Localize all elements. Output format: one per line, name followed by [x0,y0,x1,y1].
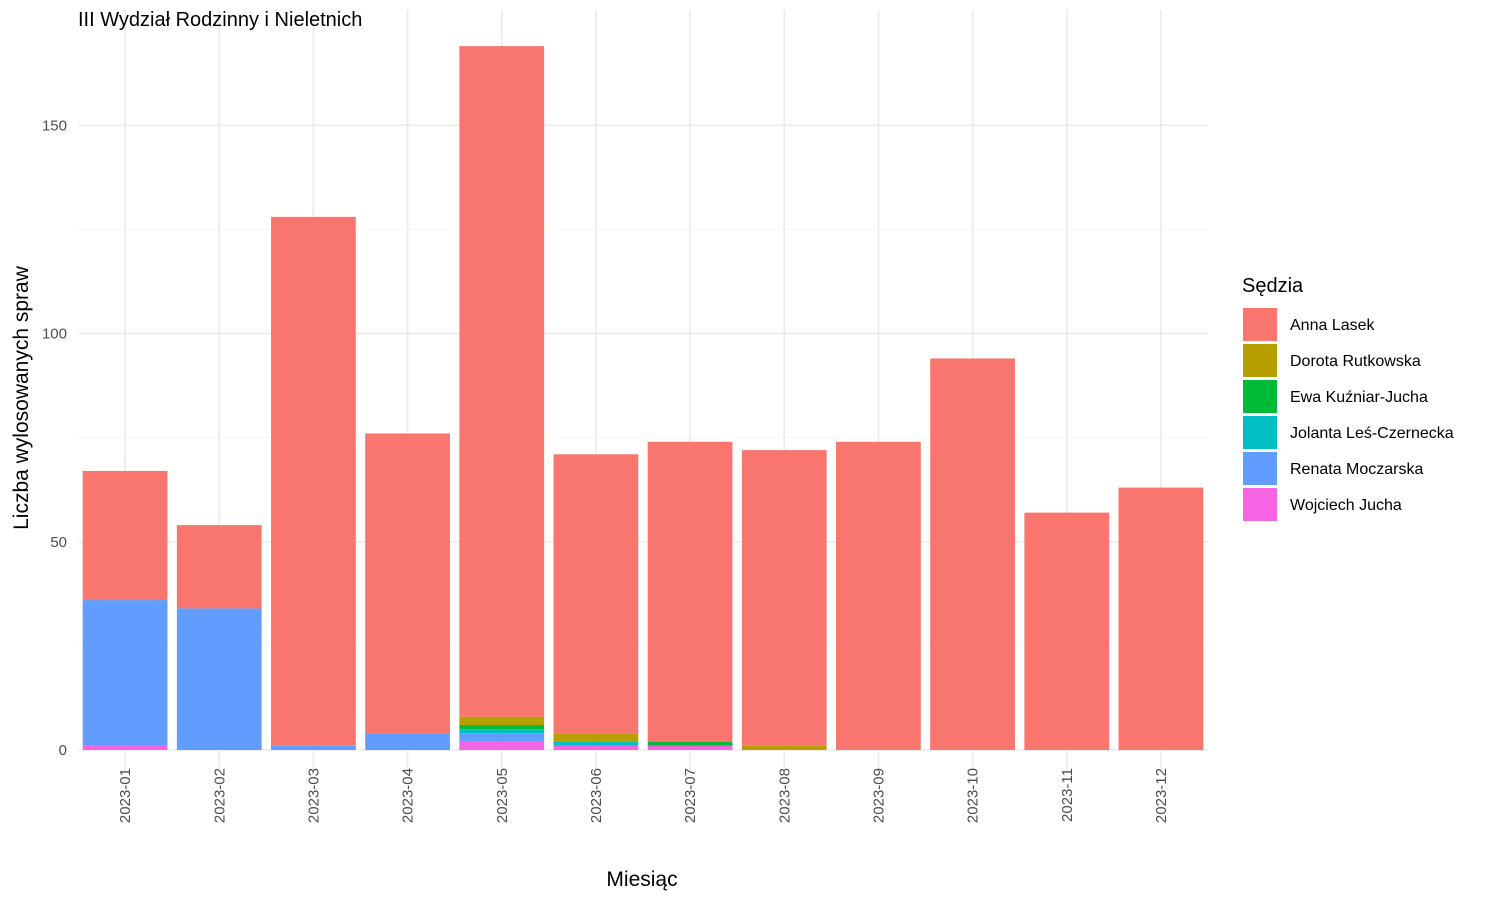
bar-segment [647,745,733,750]
legend-items: Anna Lasek Dorota Rutkowska Ewa Kuźniar-Ju… [1243,308,1454,521]
x-tick-label: 2023-11 [1059,768,1076,822]
x-tick-label: 2023-04 [400,768,417,823]
legend-swatch [1243,416,1277,449]
legend-title: Sędzia [1242,275,1304,297]
x-tick-label: 2023-03 [305,768,322,823]
bar-segment [836,441,921,750]
x-tick-label: 2023-10 [965,768,982,823]
x-tick-label: 2023-09 [870,768,887,823]
y-tick-label: 0 [59,742,67,759]
x-tick-label: 2023-08 [776,768,793,823]
bar-segment [553,454,639,734]
bar-segment [271,216,356,746]
bar-segment [459,46,545,717]
bar-segment [365,433,450,734]
bar-segment [459,716,545,726]
bar-segment [741,745,827,750]
bar-segment [553,745,639,750]
legend-swatch [1243,452,1277,485]
bar-segment [176,608,262,750]
bar-segment [930,358,1015,750]
bar-segment [553,733,639,742]
bar-segment [647,441,733,742]
x-tick-label: 2023-07 [682,768,699,823]
x-tick-label: 2023-01 [117,768,134,823]
bar-segment [82,470,168,601]
bar-segment [459,729,545,734]
bar-segment [271,745,356,750]
bar-segment [459,725,545,730]
y-tick-labels: 0 50 100 150 [42,117,67,759]
legend-label: Ewa Kuźniar-Jucha [1290,389,1428,406]
y-axis-title: Liczba wylosowanych spraw [10,265,33,530]
x-axis-title: Miesiąc [606,868,677,891]
bar-segment [459,741,545,750]
bar-segment [365,733,450,750]
legend-label: Jolanta Leś-Czernecka [1290,425,1454,442]
bar-segment [647,741,733,746]
legend-swatch [1243,380,1277,413]
bar-segment [1118,487,1204,750]
bars [82,46,1204,750]
legend-label: Renata Moczarska [1290,461,1423,478]
y-tick-label: 50 [50,534,67,551]
x-tick-label: 2023-06 [588,768,605,823]
legend-swatch [1243,344,1277,377]
y-tick-label: 100 [42,326,67,343]
bar-segment [82,745,168,750]
bar-segment [1024,512,1110,750]
bar-segment [553,741,639,746]
legend-label: Wojciech Jucha [1290,497,1402,514]
bar-segment [741,450,827,746]
bar-segment [459,733,545,742]
legend: Sędzia Anna Lasek Dorota Rutkowska Ewa Kuź… [1242,275,1454,521]
x-tick-label: 2023-05 [494,768,511,823]
legend-label: Dorota Rutkowska [1290,353,1421,370]
legend-swatch [1243,488,1277,521]
x-tick-labels: 2023-01 2023-02 2023-03 2023-04 2023-05 2023-… [117,768,1170,823]
bar-segment [82,600,168,746]
legend-label: Anna Lasek [1290,317,1376,334]
y-tick-label: 150 [42,117,67,134]
chart-title: III Wydział Rodzinny i Nieletnich [78,9,362,31]
x-tick-label: 2023-02 [211,768,228,823]
legend-swatch [1243,308,1277,341]
bar-segment [176,525,262,609]
x-tick-label: 2023-12 [1153,768,1170,823]
